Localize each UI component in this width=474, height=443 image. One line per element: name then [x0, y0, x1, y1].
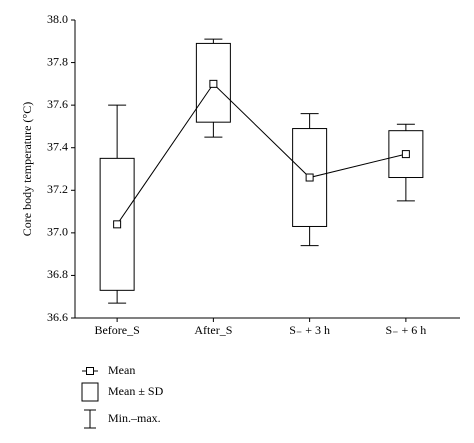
- legend-label: Mean ± SD: [108, 384, 164, 398]
- y-tick-label: 36.8: [47, 267, 68, 281]
- mean-marker: [209, 79, 218, 88]
- x-tick-label: Before_S: [94, 323, 139, 337]
- y-tick-label: 37.2: [47, 182, 68, 196]
- x-tick-label: S₋ + 3 h: [289, 323, 330, 337]
- legend-label: Mean: [108, 363, 135, 377]
- y-tick-label: 37.8: [47, 54, 68, 68]
- y-tick-label: 37.4: [47, 139, 68, 153]
- legend-mean-marker: [86, 367, 94, 375]
- mean-marker: [113, 220, 122, 229]
- y-tick-label: 37.0: [47, 225, 68, 239]
- y-tick-label: 37.6: [47, 97, 68, 111]
- legend-sd-box: [81, 382, 99, 402]
- y-tick-label: 38.0: [47, 12, 68, 26]
- mean-marker: [305, 173, 314, 182]
- mean-line: [116, 83, 406, 225]
- y-tick-label: 36.6: [47, 310, 68, 324]
- y-axis-label: Core body temperature (°C): [20, 102, 34, 236]
- mean-marker: [401, 150, 410, 159]
- x-tick-label: After_S: [194, 323, 232, 337]
- legend-label: Min.–max.: [108, 411, 161, 425]
- x-tick-label: S₋ + 6 h: [385, 323, 426, 337]
